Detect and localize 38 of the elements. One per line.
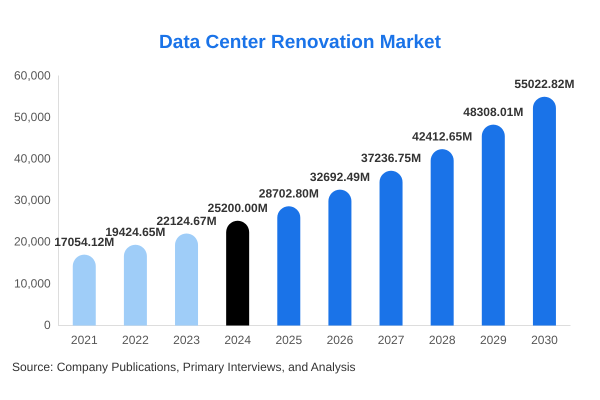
data-label: 48308.01M (463, 104, 524, 119)
x-tick-label: 2029 (480, 333, 507, 348)
data-label: 28702.80M (258, 186, 319, 201)
x-tick-label: 2025 (275, 333, 302, 348)
x-tick-label: 2021 (70, 333, 98, 348)
bar (175, 234, 198, 326)
x-tick-label: 2026 (326, 333, 354, 348)
bar (380, 170, 403, 326)
bar (124, 244, 147, 326)
source-note: Source: Company Publications, Primary Interviews, and Analysis (12, 360, 356, 374)
bar (277, 206, 300, 326)
data-label: 55022.82M (514, 77, 574, 92)
y-tick-label: 50,000 (14, 110, 52, 124)
data-label: 22124.67M (156, 214, 217, 228)
y-tick-label: 40,000 (14, 152, 52, 166)
y-tick-label: 0 (44, 318, 52, 332)
bar (72, 254, 96, 326)
bar (482, 124, 505, 326)
x-tick-label: 2027 (378, 333, 405, 348)
x-tick-label: 2030 (531, 333, 558, 348)
data-label: 25200.00M (208, 201, 268, 216)
data-label: 37236.75M (361, 151, 422, 166)
y-tick-label: 30,000 (14, 193, 52, 208)
x-tick-label: 2023 (173, 333, 200, 348)
x-tick-label: 2022 (122, 333, 150, 348)
x-tick-label: 2028 (428, 333, 456, 348)
y-tick-label: 10,000 (14, 276, 52, 290)
data-label: 17054.12M (54, 234, 114, 249)
y-tick-label: 60,000 (14, 68, 52, 82)
bar (328, 190, 352, 326)
x-tick-label: 2024 (224, 333, 252, 348)
bar (430, 149, 454, 326)
bar (226, 220, 250, 326)
chart-title: Data Center Renovation Market (158, 32, 442, 55)
y-tick-label: 20,000 (14, 234, 52, 249)
data-label: 42412.65M (412, 129, 472, 144)
bar (532, 96, 556, 326)
data-label: 32692.49M (310, 170, 370, 184)
